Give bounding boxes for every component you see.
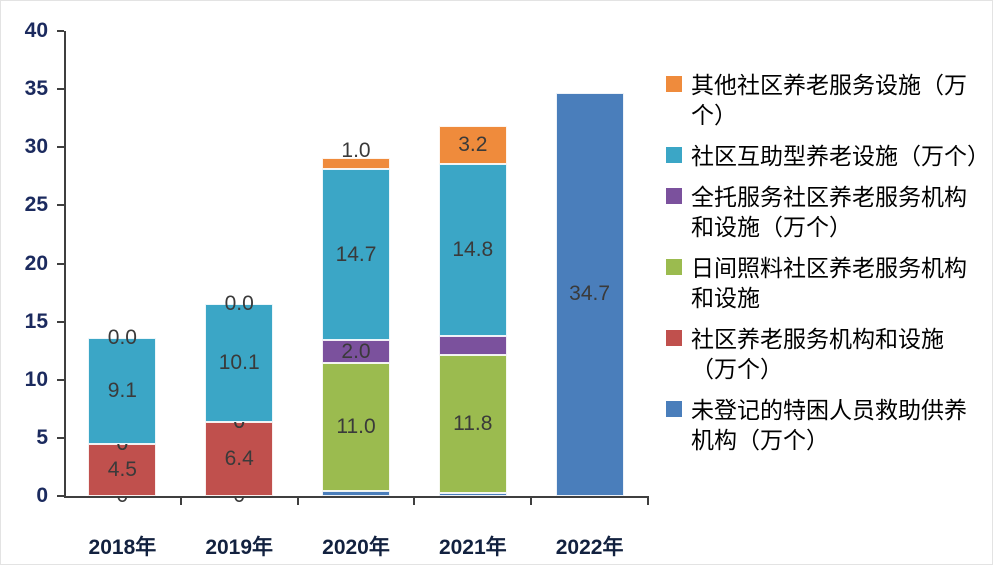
y-tick-label: 15 xyxy=(24,309,48,333)
bar-segment[interactable]: 4.5 xyxy=(88,443,157,496)
y-tick: 30 xyxy=(25,135,64,158)
y-tick: 25 xyxy=(25,193,64,216)
bar-group[interactable]: 06.40010.10.0 xyxy=(205,31,274,507)
bar-segment[interactable]: 10.1 xyxy=(205,304,274,422)
legend-swatch xyxy=(666,330,682,346)
y-tick: 0 xyxy=(36,484,64,507)
bar-segment-label: 9.1 xyxy=(107,378,137,402)
x-axis-label: 2018年 xyxy=(88,536,157,559)
legend-label: 未登记的特困人员救助供养机构（万个） xyxy=(691,398,967,454)
y-tick: 40 xyxy=(25,19,64,42)
y-tick-label: 10 xyxy=(24,367,48,391)
x-axis-line xyxy=(64,496,648,498)
x-tick xyxy=(647,496,649,505)
bar-segment[interactable]: 3.2 xyxy=(438,126,507,164)
bar-segment-label: 1.0 xyxy=(341,138,371,162)
chart-legend: 其他社区养老服务设施（万个） 社区互助型养老设施（万个） 全托服务社区养老服务机构和… xyxy=(666,71,990,467)
y-tick: 10 xyxy=(25,368,64,391)
bar-segment[interactable]: 11.8 xyxy=(438,355,507,493)
bar-segment-zero: 0.0 xyxy=(205,292,273,315)
legend-swatch xyxy=(666,259,682,275)
bar-segment[interactable]: 14.8 xyxy=(438,163,507,336)
legend-item-full-care-institutions[interactable]: 全托服务社区养老服务机构和设施（万个） xyxy=(666,183,986,243)
bar-group[interactable]: 34.7 xyxy=(555,31,624,496)
x-tick xyxy=(296,496,299,505)
y-tick-label: 35 xyxy=(24,77,48,101)
bar-segment[interactable]: 6.4 xyxy=(205,421,274,496)
bar-segment-label: 14.8 xyxy=(452,237,494,261)
legend-label: 社区互助型养老设施（万个） xyxy=(691,144,990,170)
legend-swatch xyxy=(666,76,682,92)
x-axis-label: 2019年 xyxy=(205,536,274,559)
x-axis-label: 2021年 xyxy=(438,536,507,559)
x-tick xyxy=(530,496,533,505)
y-tick: 15 xyxy=(25,310,64,333)
legend-label: 其他社区养老服务设施（万个） xyxy=(691,73,967,129)
bar-segment-label: 2.0 xyxy=(341,339,371,363)
legend-item-community-elderly-service-institutions[interactable]: 社区养老服务机构和设施（万个） xyxy=(666,325,986,385)
legend-item-day-care-institutions[interactable]: 日间照料社区养老服务机构和设施 xyxy=(666,254,986,314)
y-tick-label: 5 xyxy=(36,425,48,449)
bar-segment-label: 11.8 xyxy=(453,411,493,435)
bar-segment[interactable]: 0.3 xyxy=(438,474,507,497)
legend-label: 社区养老服务机构和设施（万个） xyxy=(691,327,944,383)
y-tick-label: 40 xyxy=(24,19,48,42)
bar-group[interactable]: 0.4 11.0 2.0 14.7 1.0 xyxy=(322,31,390,496)
bar-segment[interactable]: 0.4 xyxy=(322,472,390,496)
y-tick: 5 xyxy=(36,426,64,449)
legend-item-other-community-elderly-services[interactable]: 其他社区养老服务设施（万个） xyxy=(666,71,986,131)
bar-segment[interactable]: 2.0 xyxy=(322,339,390,364)
bar-group[interactable]: 04.5009.10.0 xyxy=(88,31,157,507)
bar-segment[interactable]: 9.1 xyxy=(88,337,157,444)
bar-segment-zero: 0.0 xyxy=(88,326,156,349)
legend-swatch xyxy=(666,147,682,163)
legend-item-unregistered-relief-institutions[interactable]: 未登记的特困人员救助供养机构（万个） xyxy=(666,396,986,456)
bar-segment-label: 6.4 xyxy=(224,446,254,470)
y-tick-label: 25 xyxy=(24,193,48,217)
legend-item-community-mutual-aid[interactable]: 社区互助型养老设施（万个） xyxy=(666,142,990,172)
y-axis-line xyxy=(64,31,66,497)
x-tick xyxy=(179,496,182,505)
y-tick-label: 20 xyxy=(24,251,48,275)
y-tick: 20 xyxy=(25,252,64,275)
bar-segment-label: 3.2 xyxy=(458,132,488,156)
y-tick-label: 30 xyxy=(24,135,48,159)
bar-segment-label: 11.0 xyxy=(336,415,376,439)
bar-segment-label: 34.7 xyxy=(569,282,611,306)
legend-label: 全托服务社区养老服务机构和设施（万个） xyxy=(691,185,967,241)
x-axis-label: 2020年 xyxy=(322,536,390,559)
bar-segment-label: 10.1 xyxy=(218,350,260,374)
y-tick-label: 0 xyxy=(36,484,48,507)
legend-swatch xyxy=(666,401,682,417)
bar-group[interactable]: 0.3 11.8 1.7 14.8 3.2 xyxy=(438,31,507,497)
bar-segment-label: 14.7 xyxy=(335,242,377,266)
bar-segment[interactable]: 1.0 xyxy=(322,139,390,170)
bar-segment[interactable]: 34.7 xyxy=(555,92,624,496)
legend-swatch xyxy=(666,188,682,204)
y-tick: 35 xyxy=(25,77,64,100)
legend-label: 日间照料社区养老服务机构和设施 xyxy=(691,256,967,312)
bar-segment-label: 4.5 xyxy=(107,457,137,481)
bar-segment[interactable]: 11.0 xyxy=(322,363,390,492)
x-tick xyxy=(413,496,416,505)
bar-segment[interactable]: 1.7 xyxy=(438,317,507,356)
x-axis-label: 2022年 xyxy=(555,536,624,559)
bar-segment[interactable]: 14.7 xyxy=(322,169,390,341)
